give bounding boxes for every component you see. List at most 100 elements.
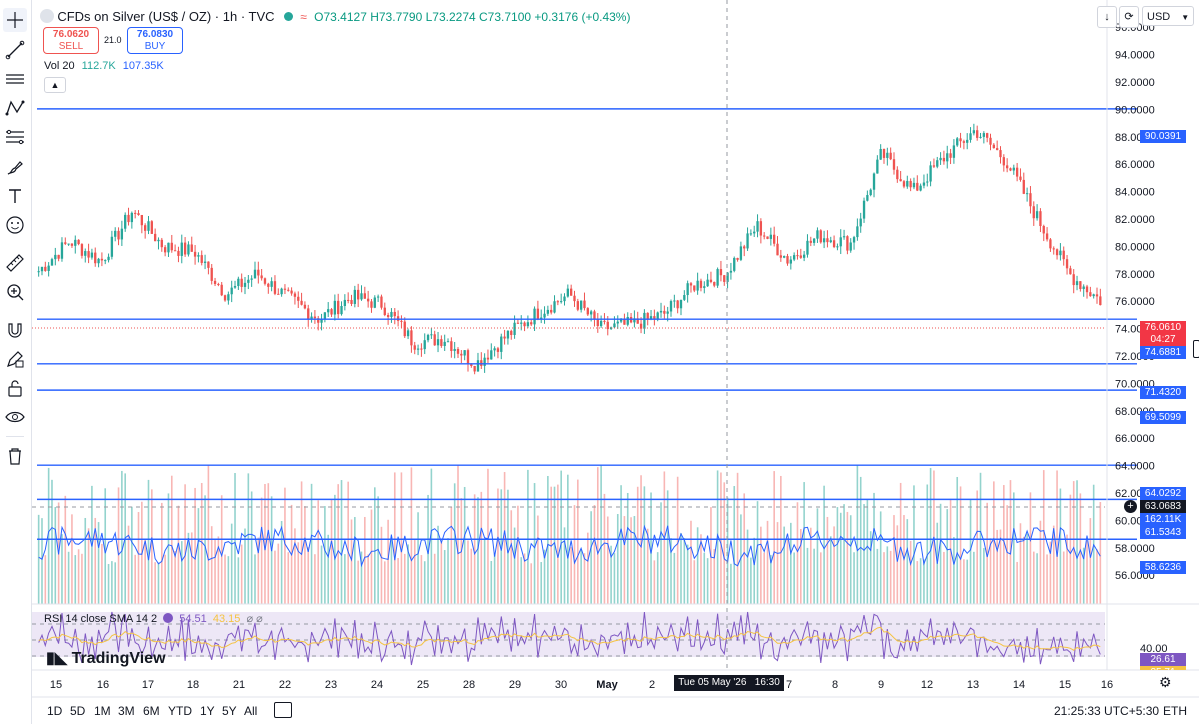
candle-body [403, 321, 406, 337]
volume-bar [680, 533, 682, 604]
candle-body [1029, 193, 1032, 207]
volume-bar [294, 528, 296, 604]
candle-body [899, 179, 902, 182]
volume-bar [287, 552, 290, 604]
rsi-extra: ⌀ ⌀ [246, 613, 263, 625]
volume-bar [1072, 481, 1075, 604]
session-toggle[interactable]: ETH [1163, 704, 1187, 718]
candle-body [413, 345, 416, 350]
timeframe-5d[interactable]: 5D [70, 704, 86, 718]
volume-bar [859, 476, 862, 604]
time-tick-label: 7 [786, 679, 792, 691]
sell-button[interactable]: 76.0620 SELL [43, 27, 99, 54]
volume-bar [450, 506, 453, 604]
volume-bar [187, 532, 190, 604]
candle-body [789, 259, 792, 264]
price-tick-label: 78.0000 [1115, 269, 1155, 281]
volume-bar [633, 516, 636, 604]
timeframe-3m[interactable]: 3M [118, 704, 135, 718]
volume-bar [766, 520, 769, 604]
volume-label: Vol 20 [44, 60, 75, 72]
symbol-legend[interactable]: CFDs on Silver (US$ / OZ) · 1h · TVC ≈ O… [40, 9, 630, 24]
candle-body [130, 212, 134, 223]
volume-bar [610, 545, 612, 604]
volume-bar [420, 555, 423, 604]
trash-icon[interactable] [3, 444, 27, 468]
time-tick-label: 23 [325, 679, 337, 691]
time-tick-label: 2 [649, 679, 655, 691]
volume-bar [1026, 533, 1028, 604]
volume-bar [264, 484, 266, 604]
timeframe-1y[interactable]: 1Y [200, 704, 215, 718]
candle-body [733, 257, 736, 271]
volume-bar [383, 561, 386, 604]
volume-bar [983, 548, 985, 604]
volume-bar [603, 493, 606, 604]
collapse-legend-button[interactable]: ▲ [44, 77, 66, 93]
volume-bar [407, 544, 409, 604]
chart-canvas[interactable]: 96.000094.000092.000090.000088.000086.00… [32, 0, 1199, 724]
rsi-legend[interactable]: RSI 14 close SMA 14 2 54.51 43.15 ⌀ ⌀ [44, 612, 263, 625]
volume-bar [1062, 551, 1065, 604]
candle-body [450, 341, 453, 351]
date-range-icon[interactable] [274, 702, 292, 718]
scroll-handle[interactable] [1193, 340, 1199, 358]
chart-settings-icon[interactable]: ⚙ [1159, 674, 1172, 690]
zoom-in-icon[interactable] [3, 280, 27, 304]
candle-body [303, 304, 307, 309]
emoji-tool-icon[interactable] [3, 213, 27, 237]
timeframe-all[interactable]: All [244, 704, 258, 718]
chart-area[interactable]: 96.0000 94.0000 92.0000 90.0000 88.0000 86.00… [32, 0, 1199, 724]
buy-button[interactable]: 76.0830 BUY [127, 27, 183, 54]
timeframe-6m[interactable]: 6M [143, 704, 160, 718]
candle-body [337, 300, 340, 315]
crosshair-tool-icon[interactable] [3, 8, 27, 32]
timeframe-5y[interactable]: 5Y [222, 704, 237, 718]
candle-body [54, 254, 57, 260]
candle-body [1099, 296, 1102, 306]
candle-body [1079, 281, 1082, 290]
ruler-tool-icon[interactable] [3, 251, 27, 275]
candle-body [153, 233, 157, 242]
candle-body [506, 330, 510, 339]
refresh-icon[interactable]: ⟳ [1119, 6, 1139, 28]
candle-body [969, 133, 972, 140]
add-alert-icon[interactable]: + [1124, 500, 1137, 513]
volume-bar [596, 467, 599, 604]
magnet-icon[interactable] [3, 318, 27, 342]
candle-body [852, 237, 856, 243]
timeframe-1d[interactable]: 1D [47, 704, 63, 718]
download-icon[interactable]: ↓ [1097, 6, 1117, 28]
volume-bar [314, 554, 316, 604]
volume-bar [177, 505, 180, 604]
volume-bar [61, 534, 63, 604]
price-tick-label: 94.0000 [1115, 50, 1155, 62]
candle-body [832, 240, 836, 248]
horizontal-lines-icon[interactable] [3, 67, 27, 91]
volume-bar [320, 545, 323, 604]
rsi-sma-value: 43.15 [212, 613, 241, 625]
volume-bar [750, 557, 752, 604]
timeframe-1m[interactable]: 1M [94, 704, 111, 718]
candle-body [972, 130, 976, 134]
eye-icon[interactable] [3, 405, 27, 429]
currency-select[interactable]: USD ▼ [1142, 6, 1194, 26]
timeframe-ytd[interactable]: YTD [168, 704, 192, 718]
trend-line-icon[interactable] [3, 38, 27, 62]
pattern-tool-icon[interactable] [3, 96, 27, 120]
candle-body [177, 250, 180, 256]
lock-pencil-icon[interactable] [3, 347, 27, 371]
brush-tool-icon[interactable] [3, 155, 27, 179]
volume-bar [194, 487, 196, 604]
volume-bar [553, 486, 556, 604]
volume-bar [587, 532, 589, 604]
clock[interactable]: 21:25:33 UTC+5:30 [1054, 704, 1160, 718]
volume-bar [344, 554, 346, 604]
lock-icon[interactable] [3, 376, 27, 400]
candle-body [393, 311, 396, 317]
candle-body [782, 256, 786, 258]
fib-tool-icon[interactable] [3, 125, 27, 149]
text-tool-icon[interactable] [3, 184, 27, 208]
time-tick-label: 16 [1101, 679, 1113, 691]
volume-legend[interactable]: Vol 20 112.7K 107.35K [44, 60, 164, 72]
